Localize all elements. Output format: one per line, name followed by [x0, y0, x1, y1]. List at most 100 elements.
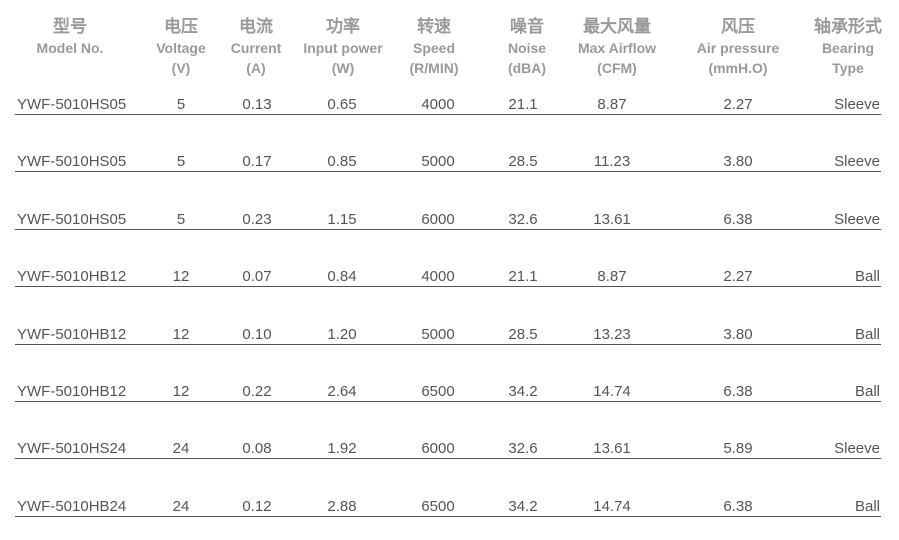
cell: 0.85 [327, 153, 357, 171]
cell: 0.65 [327, 96, 357, 113]
cell: 8.87 [597, 96, 627, 113]
column-header: (V) [171, 60, 191, 76]
cell: 5.89 [723, 440, 753, 458]
column-header: Input power [303, 40, 383, 56]
row-rule [15, 286, 881, 288]
cell: Sleeve [834, 210, 880, 228]
column-header: 电流 [239, 17, 273, 36]
cell: 0.23 [242, 210, 272, 228]
row-rule [15, 228, 881, 230]
column-header: Type [832, 60, 864, 76]
cell: 13.61 [593, 210, 631, 228]
cell: 14.74 [593, 497, 631, 515]
cell: Sleeve [834, 96, 880, 113]
column-header: Current [230, 40, 282, 56]
column-header: Bearing [821, 40, 875, 56]
cell: 4000 [421, 268, 455, 286]
column-header: (W) [331, 60, 355, 76]
cell: 28.5 [508, 325, 538, 343]
cell: 32.6 [508, 210, 538, 228]
cell: 3.80 [723, 153, 753, 171]
cell: 5 [176, 153, 186, 171]
row-rule [15, 401, 881, 402]
cell: 1.92 [327, 440, 357, 458]
cell: 2.27 [723, 268, 753, 286]
cell: Sleeve [834, 153, 880, 171]
column-header: 型号 [53, 17, 87, 36]
column-header: Voltage [156, 40, 206, 56]
cell: 28.5 [508, 153, 538, 171]
cell: 6.38 [723, 497, 753, 515]
cell: 21.1 [508, 96, 538, 113]
cell: Ball [854, 383, 880, 400]
cell: 5000 [421, 153, 455, 171]
row-rule [15, 458, 881, 460]
row-rule [15, 171, 881, 173]
column-header: 噪音 [510, 17, 544, 36]
cell: 0.13 [242, 96, 272, 113]
cell: 6.38 [723, 383, 753, 400]
cell: 5 [176, 96, 186, 113]
cell: 14.74 [593, 383, 631, 400]
column-header: Max Airflow [577, 40, 657, 56]
row-rule [15, 515, 881, 517]
column-header: (R/MIN) [409, 60, 459, 76]
cell: 11.23 [593, 153, 631, 171]
cell: 0.84 [327, 268, 357, 286]
cell: YWF-5010HS05 [17, 96, 127, 113]
row-rule [15, 114, 881, 115]
cell: 6500 [421, 497, 455, 515]
column-header: 最大风量 [583, 17, 651, 36]
cell: 24 [172, 440, 190, 458]
column-header: 轴承形式 [814, 17, 882, 36]
cell: 3.80 [723, 325, 753, 343]
cell: 8.87 [597, 268, 627, 286]
cell: 5000 [421, 325, 455, 343]
cell: Sleeve [834, 440, 880, 458]
cell: 24 [172, 497, 190, 515]
column-header: (A) [246, 60, 266, 76]
cell: 0.07 [242, 268, 272, 286]
column-header: Noise [507, 40, 547, 56]
cell: 34.2 [508, 383, 538, 400]
cell: 34.2 [508, 497, 538, 515]
column-header: (CFM) [597, 60, 637, 76]
cell: 2.64 [327, 383, 357, 400]
column-header: (mmH.O) [708, 60, 768, 76]
cell: 12 [172, 268, 190, 286]
column-header: 风压 [721, 17, 755, 36]
cell: 5 [176, 210, 186, 228]
cell: YWF-5010HB24 [17, 497, 127, 515]
cell: 6000 [421, 210, 455, 228]
cell: 0.17 [242, 153, 272, 171]
column-header: Speed [412, 40, 456, 56]
column-header: 转速 [417, 17, 451, 36]
cell: 12 [172, 383, 190, 400]
column-header: Air pressure [696, 40, 780, 56]
cell: 2.88 [327, 497, 357, 515]
cell: 4000 [421, 96, 455, 113]
cell: Ball [854, 268, 880, 286]
cell: 32.6 [508, 440, 538, 458]
cell: YWF-5010HB12 [17, 325, 127, 343]
cell: 13.61 [593, 440, 631, 458]
cell: Ball [854, 497, 880, 515]
cell: 12 [172, 325, 190, 343]
cell: 6500 [421, 383, 455, 400]
cell: 2.27 [723, 96, 753, 113]
cell: Ball [854, 325, 880, 343]
row-rule [15, 343, 881, 345]
cell: 1.20 [327, 325, 357, 343]
cell: 6000 [421, 440, 455, 458]
cell: 1.15 [327, 210, 357, 228]
cell: YWF-5010HS24 [17, 440, 127, 458]
cell: YWF-5010HS05 [17, 153, 127, 171]
cell: 13.23 [593, 325, 631, 343]
cell: YWF-5010HB12 [17, 268, 127, 286]
column-header: 功率 [326, 17, 360, 36]
cell: 0.12 [242, 497, 272, 515]
column-header: (dBA) [507, 60, 547, 76]
cell: 0.08 [242, 440, 272, 458]
cell: YWF-5010HB12 [17, 383, 127, 400]
